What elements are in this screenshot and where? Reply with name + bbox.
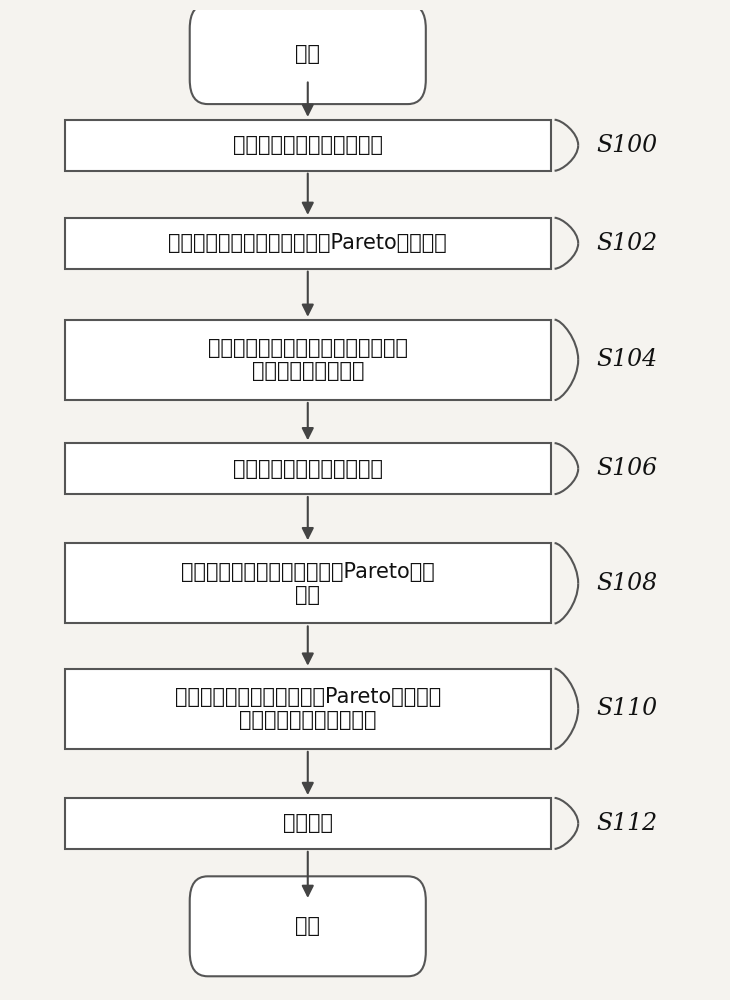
Text: 获取第一晶体尺寸分布参数的Pareto优化
解集: 获取第一晶体尺寸分布参数的Pareto优化 解集 — [181, 562, 434, 605]
FancyBboxPatch shape — [64, 798, 551, 849]
Text: 开始: 开始 — [295, 44, 320, 64]
FancyBboxPatch shape — [190, 876, 426, 976]
Text: 结束: 结束 — [295, 916, 320, 936]
Text: 对第一晶体尺寸分布参数的Pareto优化解集
对应的过程变量进行排序: 对第一晶体尺寸分布参数的Pareto优化解集 对应的过程变量进行排序 — [174, 687, 441, 730]
Text: S100: S100 — [596, 134, 657, 157]
FancyBboxPatch shape — [64, 669, 551, 749]
FancyBboxPatch shape — [64, 320, 551, 400]
Text: S112: S112 — [596, 812, 657, 835]
Text: S110: S110 — [596, 697, 657, 720]
Text: 构建第二初始基因的变量值: 构建第二初始基因的变量值 — [233, 459, 383, 479]
Text: 输出结果: 输出结果 — [283, 813, 333, 833]
Text: 获取最优的最终晶体尺寸分布参数和
最优的投种晶体特征: 获取最优的最终晶体尺寸分布参数和 最优的投种晶体特征 — [208, 338, 408, 381]
FancyBboxPatch shape — [64, 543, 551, 623]
Text: 获取最终晶体尺寸分布参数的Pareto优化解集: 获取最终晶体尺寸分布参数的Pareto优化解集 — [169, 233, 447, 253]
FancyBboxPatch shape — [64, 443, 551, 494]
Text: S108: S108 — [596, 572, 657, 595]
FancyBboxPatch shape — [64, 120, 551, 171]
FancyBboxPatch shape — [190, 4, 426, 104]
FancyBboxPatch shape — [64, 218, 551, 269]
Text: S106: S106 — [596, 457, 657, 480]
Text: 构建第一初始基因的变量值: 构建第一初始基因的变量值 — [233, 135, 383, 155]
Text: S102: S102 — [596, 232, 657, 255]
Text: S104: S104 — [596, 348, 657, 371]
